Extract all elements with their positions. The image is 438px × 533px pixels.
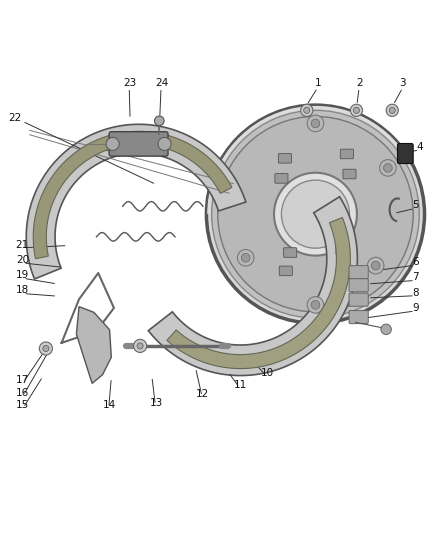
FancyBboxPatch shape [279,266,292,276]
Circle shape [300,104,312,116]
Circle shape [241,253,250,262]
Circle shape [350,104,362,116]
Circle shape [39,342,52,355]
Text: 17: 17 [16,375,29,385]
Text: 5: 5 [412,200,418,211]
Circle shape [154,116,164,126]
FancyBboxPatch shape [109,132,168,156]
Text: 1: 1 [314,78,320,88]
Circle shape [211,110,418,318]
Circle shape [311,301,319,309]
Text: 20: 20 [16,255,29,265]
Text: 18: 18 [16,286,29,295]
Text: 4: 4 [416,142,423,151]
FancyBboxPatch shape [278,154,291,163]
FancyBboxPatch shape [283,248,296,257]
Circle shape [133,340,146,352]
FancyBboxPatch shape [348,293,367,306]
Circle shape [137,343,143,349]
Circle shape [158,138,171,150]
Circle shape [307,296,323,313]
FancyBboxPatch shape [339,149,353,159]
Circle shape [389,107,394,114]
Circle shape [217,116,412,312]
Circle shape [385,104,397,116]
FancyBboxPatch shape [335,245,348,255]
Text: 13: 13 [149,398,162,408]
Text: 19: 19 [16,270,29,280]
Circle shape [43,345,49,352]
Text: 6: 6 [412,257,418,267]
Text: 3: 3 [399,78,405,88]
Text: 10: 10 [260,368,273,378]
FancyBboxPatch shape [348,279,367,292]
FancyBboxPatch shape [348,265,367,279]
Text: 2: 2 [355,78,362,88]
Text: 9: 9 [412,303,418,313]
FancyBboxPatch shape [274,174,287,183]
Text: 23: 23 [123,78,136,88]
FancyBboxPatch shape [396,143,412,164]
Text: 15: 15 [16,400,29,410]
Text: 24: 24 [155,78,168,88]
Circle shape [307,115,323,132]
Circle shape [380,324,391,335]
Circle shape [383,164,391,172]
Text: 16: 16 [16,388,29,398]
Polygon shape [26,124,245,279]
Polygon shape [148,197,357,376]
Circle shape [371,261,379,270]
Circle shape [353,107,359,114]
FancyBboxPatch shape [342,169,355,179]
Circle shape [106,138,119,150]
Polygon shape [76,306,111,383]
Circle shape [379,159,395,176]
Polygon shape [166,217,350,368]
Circle shape [206,105,424,323]
Circle shape [237,249,254,266]
Text: 7: 7 [412,272,418,282]
Text: 22: 22 [8,113,21,123]
Text: 12: 12 [196,389,209,399]
Circle shape [311,119,319,128]
Circle shape [273,173,356,256]
Text: 21: 21 [16,240,29,249]
Circle shape [367,257,383,274]
Text: 11: 11 [233,380,247,390]
FancyBboxPatch shape [348,311,367,324]
FancyBboxPatch shape [338,265,351,275]
Circle shape [281,180,349,248]
Text: 8: 8 [412,288,418,297]
Text: 14: 14 [103,400,116,410]
Circle shape [303,107,309,114]
Polygon shape [33,131,231,259]
